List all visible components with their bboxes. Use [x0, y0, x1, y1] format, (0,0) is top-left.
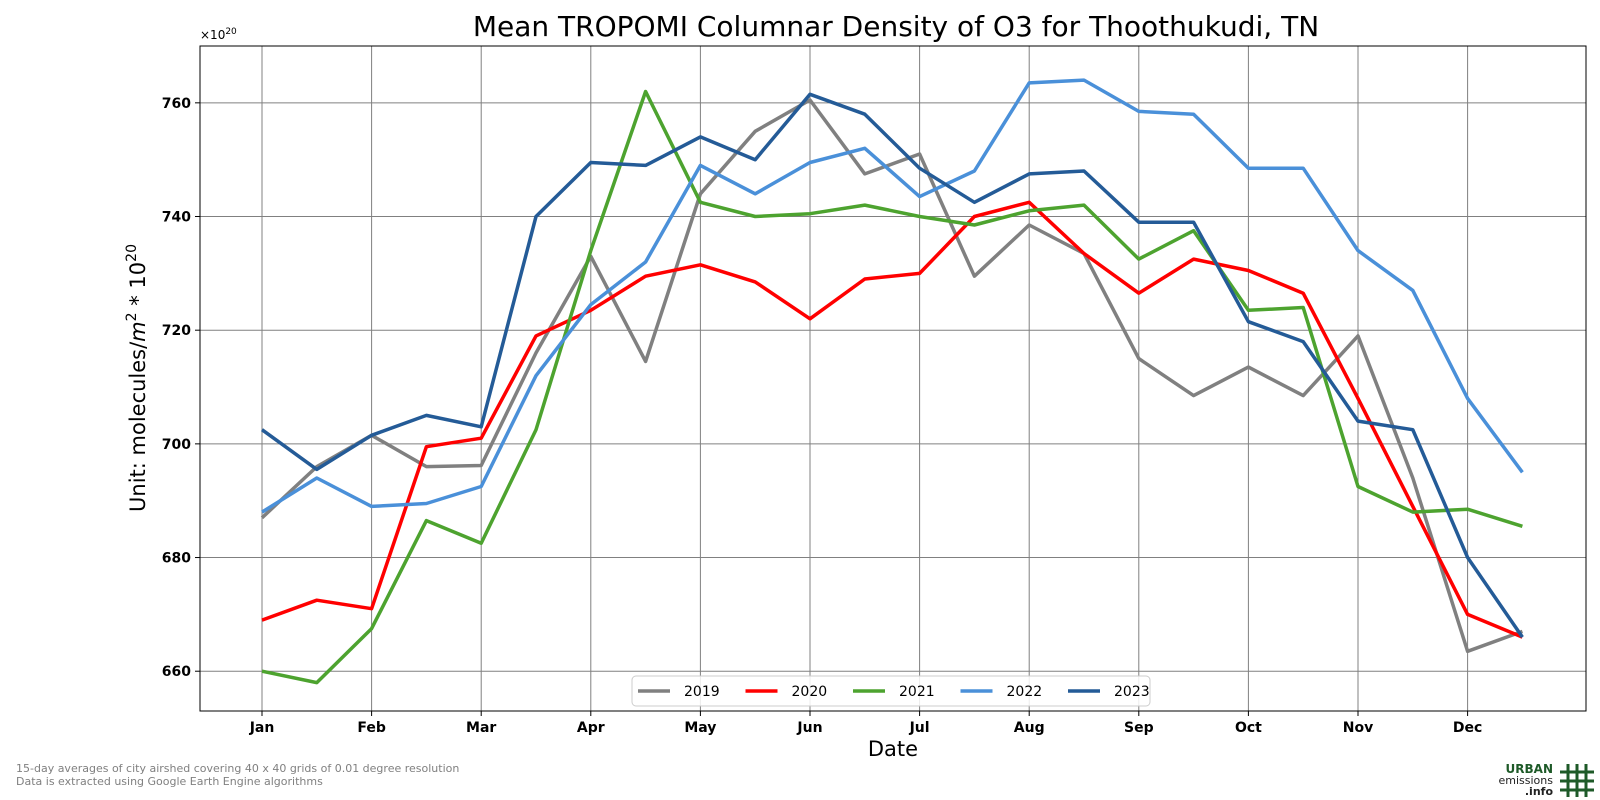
x-tick-label: Dec	[1453, 720, 1482, 736]
legend-label-2022: 2022	[1007, 684, 1043, 700]
series-line-2023	[260, 92, 1524, 639]
legend-label-2020: 2020	[792, 684, 828, 700]
x-tick-label: Apr	[577, 720, 605, 736]
y-axis-label: Unit: molecules/m2 * 1020	[124, 244, 150, 512]
x-tick-label: Feb	[357, 720, 386, 736]
urban-emissions-logo: URBAN emissions .info	[1498, 762, 1598, 798]
legend-box	[631, 675, 1151, 707]
x-tick-label: Jan	[249, 720, 275, 736]
x-tick-label: Sep	[1124, 720, 1154, 736]
x-tick-label: May	[684, 720, 716, 736]
logo-grid-icon	[1560, 764, 1594, 797]
series-layer	[260, 78, 1524, 685]
logo-text-urban: URBAN	[1505, 762, 1553, 776]
footnote-1: 15-day averages of city airshed covering…	[16, 762, 460, 775]
chart-title: Mean TROPOMI Columnar Density of O3 for …	[473, 10, 1319, 43]
series-line-2019	[260, 98, 1523, 654]
logo-text-info: .info	[1524, 785, 1553, 798]
footnote-2: Data is extracted using Google Earth Eng…	[16, 775, 323, 788]
series-line-2021	[261, 89, 1523, 685]
series-line-2022	[261, 78, 1524, 514]
offset-label: ×1020	[200, 27, 237, 42]
y-tick-label: 660	[162, 664, 191, 680]
x-tick-label: Aug	[1014, 720, 1045, 736]
y-tick-label: 700	[162, 437, 191, 453]
x-tick-label: Jun	[796, 720, 822, 736]
x-ticks: Jan Feb Mar Apr May Jun Jul Aug Sep Oct Nov Dec	[249, 711, 1482, 736]
x-tick-label: Jul	[909, 720, 930, 736]
legend-label-2021: 2021	[899, 684, 935, 700]
logo-text-emissions: emissions	[1498, 774, 1554, 787]
series-line-2020	[261, 200, 1524, 639]
x-tick-label: Mar	[466, 720, 496, 736]
y-tick-label: 760	[162, 96, 191, 112]
x-tick-label: Nov	[1343, 720, 1373, 736]
y-ticks: 660 680 700 720 740 760	[162, 96, 200, 680]
legend-label-2023: 2023	[1114, 684, 1150, 700]
y-tick-label: 720	[162, 323, 191, 339]
x-axis-label: Date	[868, 737, 918, 761]
y-tick-label: 680	[162, 551, 191, 567]
legend-label-2019: 2019	[684, 684, 720, 700]
legend: 2019 2020 2021 2022 2023	[631, 675, 1151, 707]
plot-frame	[199, 45, 1587, 712]
gridlines	[200, 46, 1586, 711]
y-tick-label: 740	[162, 210, 191, 226]
x-tick-label: Oct	[1235, 720, 1262, 736]
